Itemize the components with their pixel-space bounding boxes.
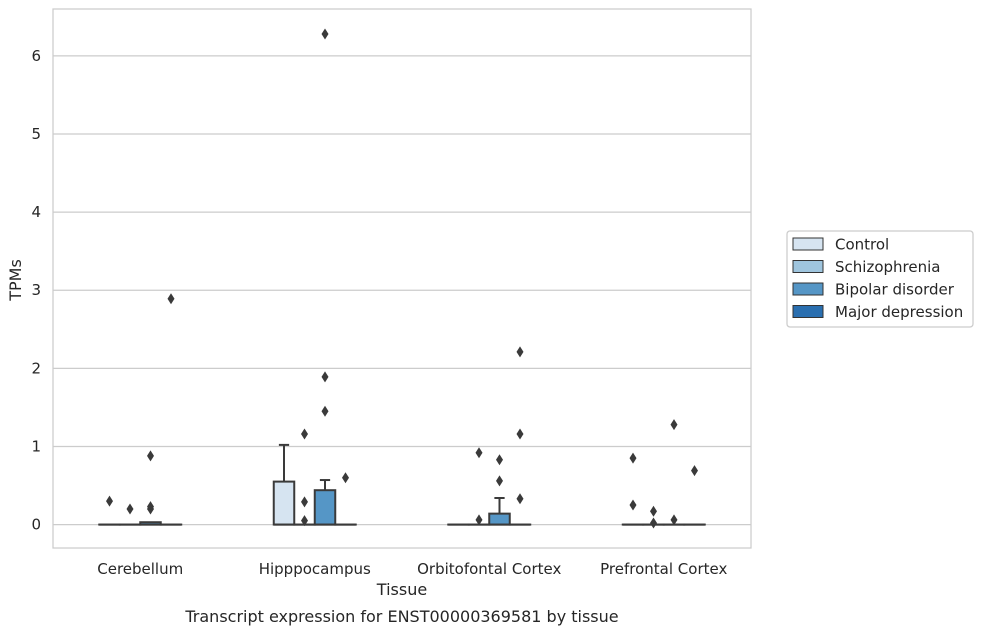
box-schizophrenia [642, 505, 665, 529]
outlier-point [650, 505, 657, 517]
outlier-point [301, 515, 308, 527]
box-major-depression [683, 465, 706, 526]
outlier-point [321, 28, 329, 40]
box-bipolar-disorder [313, 28, 337, 526]
box-major-depression [334, 472, 357, 526]
y-tick-label: 5 [31, 125, 41, 143]
y-axis-label: TPMs [6, 259, 25, 302]
box-body [488, 512, 511, 526]
box-bipolar-disorder [139, 450, 162, 526]
outlier-point [475, 447, 483, 459]
y-tick-label: 0 [31, 516, 41, 534]
outlier-point [301, 496, 308, 508]
legend-label: Control [835, 236, 889, 254]
outlier-point [301, 428, 308, 440]
outlier-point [516, 428, 524, 440]
box-body [313, 489, 337, 526]
y-tick-label: 2 [31, 359, 41, 377]
outlier-point [321, 371, 329, 383]
box-schizophrenia [118, 503, 142, 526]
chart-caption: Transcript expression for ENST0000036958… [184, 607, 618, 626]
boxes [98, 28, 706, 529]
outlier-point [147, 450, 154, 462]
legend-label: Bipolar disorder [835, 281, 955, 299]
box-schizophrenia [293, 428, 316, 527]
legend-label: Schizophrenia [835, 258, 940, 276]
outlier-point [475, 514, 483, 526]
y-tick-labels: 0 1 2 3 4 5 6 [31, 47, 41, 534]
box-bipolar-disorder [488, 454, 511, 526]
y-tick-label: 3 [31, 281, 41, 299]
legend-label: Major depression [835, 303, 963, 321]
box-schizophrenia [467, 447, 491, 526]
box-control [621, 452, 645, 526]
box-control [272, 443, 296, 526]
x-tick-label: Hipppocampus [259, 560, 371, 578]
outlier-point [670, 419, 678, 431]
y-tick-label: 1 [31, 437, 41, 455]
outlier-point [106, 495, 113, 507]
y-tick-label: 6 [31, 47, 41, 65]
outlier-point [167, 293, 175, 305]
box-body [272, 480, 296, 526]
outlier-point [496, 454, 503, 466]
outlier-point [496, 475, 503, 487]
legend-frame [786, 230, 974, 328]
x-tick-label: Cerebellum [97, 560, 183, 578]
x-tick-labels: Cerebellum Hipppocampus Orbitofontal Corte… [97, 560, 727, 578]
box-bipolar-disorder [662, 419, 686, 526]
outlier-point [126, 503, 134, 515]
outlier-point [516, 493, 524, 505]
plot-frame [52, 8, 752, 549]
legend-swatch [792, 260, 824, 273]
legend-swatch [792, 305, 824, 318]
x-tick-label: Orbitofontal Cortex [417, 560, 561, 578]
outlier-point [147, 503, 154, 515]
outlier-point [516, 346, 524, 358]
x-tick-label: Prefrontal Cortex [600, 560, 727, 578]
outlier-point [670, 514, 678, 526]
outlier-point [629, 499, 637, 511]
outlier-point [342, 472, 349, 484]
x-axis-label: Tissue [376, 580, 427, 599]
legend-swatch [792, 237, 824, 251]
gridlines [53, 55, 751, 526]
box-major-depression [159, 293, 183, 526]
box-major-depression [508, 346, 532, 526]
y-tick-label: 4 [31, 203, 41, 221]
legend-swatch [792, 282, 824, 296]
outlier-point [629, 452, 637, 464]
box-control [98, 495, 121, 526]
outlier-point [321, 405, 329, 417]
legend: Control Schizophrenia Bipolar disorder Majo… [786, 230, 974, 328]
outlier-point [650, 517, 657, 529]
outlier-point [691, 465, 698, 477]
